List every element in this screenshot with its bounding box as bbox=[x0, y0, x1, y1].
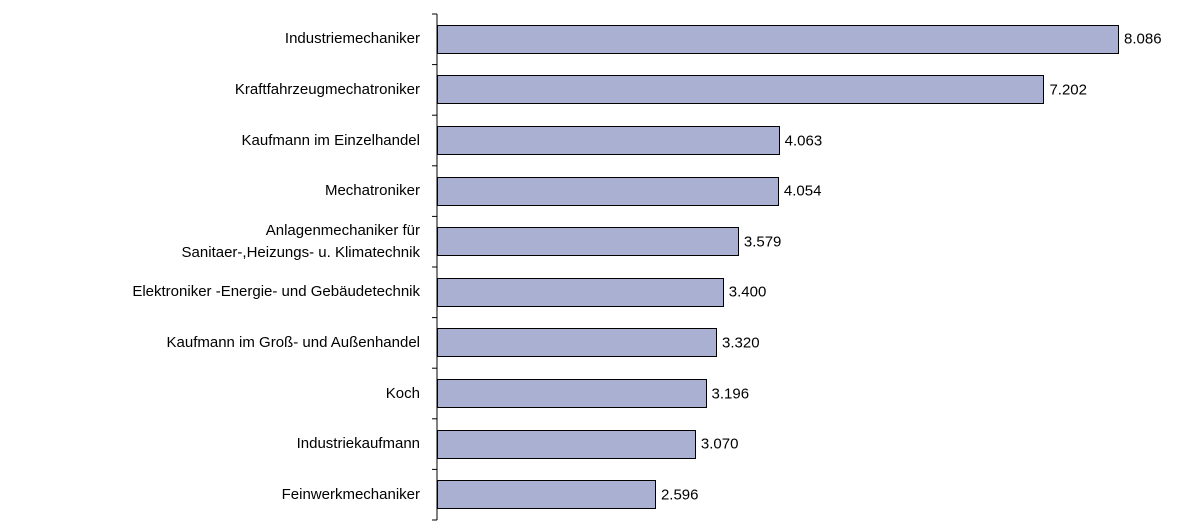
bar bbox=[437, 24, 1119, 54]
category-label: Anlagenmechaniker für Sanitaer-,Heizungs… bbox=[181, 221, 420, 261]
bar bbox=[437, 75, 1045, 105]
category-label: Elektroniker -Energie- und Gebäudetechni… bbox=[132, 283, 420, 301]
bar bbox=[437, 277, 724, 307]
value-label: 3.579 bbox=[743, 233, 782, 251]
category-label: Kraftfahrzeugmechatroniker bbox=[234, 80, 420, 98]
bar bbox=[437, 227, 739, 257]
value-label: 3.070 bbox=[700, 435, 739, 453]
value-label: 7.202 bbox=[1049, 81, 1087, 99]
bar bbox=[437, 328, 718, 358]
value-label: 4.063 bbox=[784, 132, 823, 149]
category-label: Mechatroniker bbox=[324, 182, 420, 200]
value-label: 8.086 bbox=[1124, 30, 1162, 48]
value-label: 3.196 bbox=[711, 385, 750, 402]
bar bbox=[437, 379, 707, 408]
value-label: 3.320 bbox=[722, 334, 760, 352]
bar bbox=[437, 126, 780, 155]
category-label: Kaufmann im Einzelhandel bbox=[241, 131, 420, 149]
bar bbox=[437, 480, 656, 510]
value-label: 4.054 bbox=[783, 182, 822, 200]
bar bbox=[437, 176, 779, 206]
value-label: 3.400 bbox=[728, 283, 767, 301]
bar bbox=[437, 429, 696, 459]
category-label: Industriekaufmann bbox=[296, 435, 420, 453]
category-label: Industriemechaniker bbox=[284, 30, 420, 48]
category-label: Koch bbox=[385, 384, 420, 402]
category-label: Kaufmann im Groß- und Außenhandel bbox=[166, 333, 420, 351]
category-label: Feinwerkmechaniker bbox=[281, 485, 420, 503]
value-label: 2.596 bbox=[660, 486, 699, 504]
